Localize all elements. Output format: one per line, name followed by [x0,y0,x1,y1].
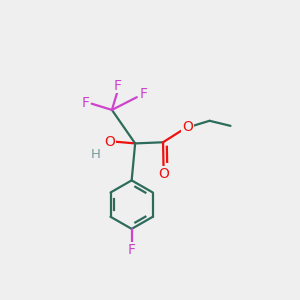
Text: O: O [104,135,115,148]
Text: F: F [128,243,136,257]
Text: F: F [81,95,89,110]
Text: H: H [91,148,101,161]
Text: F: F [139,87,147,101]
Text: F: F [114,79,122,93]
Text: O: O [158,167,169,181]
Text: O: O [182,120,193,134]
